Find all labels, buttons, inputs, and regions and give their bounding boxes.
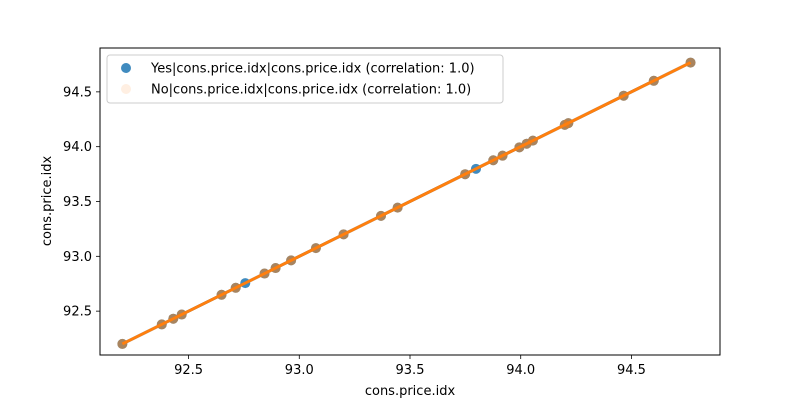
y-tick-label: 92.5	[63, 305, 92, 320]
y-tick-label: 94.5	[63, 85, 92, 100]
y-axis-label: cons.price.idx	[40, 156, 55, 247]
x-axis-ticks: 92.5 93.0 93.5 94.0 94.5	[174, 355, 646, 378]
legend: Yes|cons.price.idx|cons.price.idx (corre…	[106, 54, 504, 104]
y-tick-label: 93.5	[63, 195, 92, 210]
legend-marker-yes	[121, 63, 131, 73]
legend-label-yes: Yes|cons.price.idx|cons.price.idx (corre…	[150, 62, 475, 77]
x-tick-label: 92.5	[174, 363, 203, 378]
x-tick-label: 93.0	[285, 363, 314, 378]
x-tick-label: 94.0	[506, 363, 535, 378]
series-layer	[117, 57, 696, 349]
legend-box	[106, 54, 504, 104]
x-tick-label: 93.5	[396, 363, 425, 378]
x-tick-label: 94.5	[617, 363, 646, 378]
legend-marker-no	[121, 84, 131, 94]
trend-line-no	[121, 61, 692, 346]
x-axis-label: cons.price.idx	[365, 384, 456, 399]
y-axis-ticks: 92.5 93.0 93.5 94.0 94.5	[63, 85, 100, 320]
y-tick-label: 94.0	[63, 140, 92, 155]
legend-label-no: No|cons.price.idx|cons.price.idx (correl…	[151, 83, 471, 98]
y-tick-label: 93.0	[63, 250, 92, 265]
